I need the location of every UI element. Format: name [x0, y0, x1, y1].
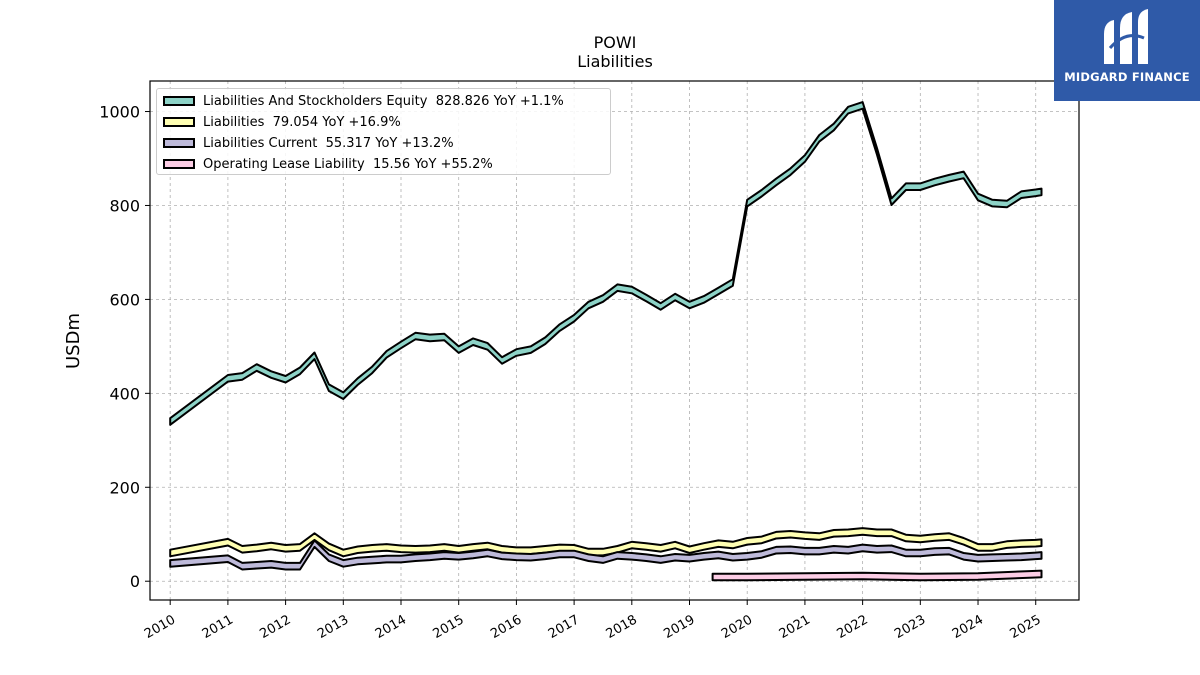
series-band-3	[711, 569, 1043, 582]
x-tick-label: 2013	[315, 612, 351, 642]
legend-item: Liabilities 79.054 YoY +16.9%	[163, 113, 401, 131]
plot-frame	[149, 80, 1080, 601]
chart-title: POWI	[594, 33, 637, 52]
x-tick-label: 2023	[892, 612, 928, 642]
y-tick-label: 1000	[99, 103, 140, 122]
legend-item: Liabilities And Stockholders Equity 828.…	[163, 92, 564, 110]
legend-label: Operating Lease Liability 15.56 YoY +55.…	[203, 156, 493, 172]
x-tick-label: 2017	[546, 612, 582, 642]
x-tick-label: 2018	[604, 612, 640, 642]
series-band-0	[169, 101, 1043, 426]
y-axis-ticks: 0 200 400 600 800 1000	[99, 103, 150, 591]
x-tick-label: 2014	[373, 612, 409, 642]
brand-logo: MIDGARD FINANCE	[1054, 0, 1200, 101]
chart-subtitle: Liabilities	[577, 52, 653, 71]
legend-label: Liabilities And Stockholders Equity 828.…	[203, 93, 564, 109]
y-tick-label: 0	[130, 572, 140, 591]
legend-label: Liabilities Current 55.317 YoY +13.2%	[203, 135, 454, 151]
x-tick-label: 2015	[431, 612, 467, 642]
legend-swatch	[163, 138, 195, 148]
legend-swatch	[163, 117, 195, 127]
x-tick-label: 2011	[200, 612, 236, 642]
brand-logo-icon	[1104, 9, 1148, 64]
legend-label: Liabilities 79.054 YoY +16.9%	[203, 114, 401, 130]
legend-swatch	[163, 159, 195, 169]
y-tick-label: 800	[109, 196, 140, 215]
series-band-2	[169, 539, 1043, 571]
x-tick-label: 2020	[719, 612, 755, 642]
series-areas	[169, 101, 1043, 582]
y-tick-label: 200	[109, 478, 140, 497]
y-tick-label: 400	[109, 384, 140, 403]
x-tick-label: 2012	[257, 612, 293, 642]
x-axis-ticks: 2010 2011 2012 2013 2014 2015 2016 2017 2018 2019…	[142, 600, 1044, 642]
brand-logo-text: MIDGARD FINANCE	[1064, 70, 1190, 84]
y-tick-label: 600	[109, 290, 140, 309]
legend-swatch	[163, 96, 195, 106]
x-tick-label: 2016	[488, 612, 524, 642]
x-tick-label: 2010	[142, 612, 178, 642]
x-tick-label: 2021	[777, 612, 813, 642]
x-tick-label: 2024	[950, 612, 986, 642]
x-tick-label: 2025	[1008, 612, 1044, 642]
x-tick-label: 2019	[661, 612, 697, 642]
legend-item: Operating Lease Liability 15.56 YoY +55.…	[163, 155, 493, 173]
legend-item: Liabilities Current 55.317 YoY +13.2%	[163, 134, 454, 152]
x-tick-label: 2022	[834, 612, 870, 642]
legend: Liabilities And Stockholders Equity 828.…	[156, 88, 611, 175]
y-axis-label: USDm	[63, 313, 84, 369]
